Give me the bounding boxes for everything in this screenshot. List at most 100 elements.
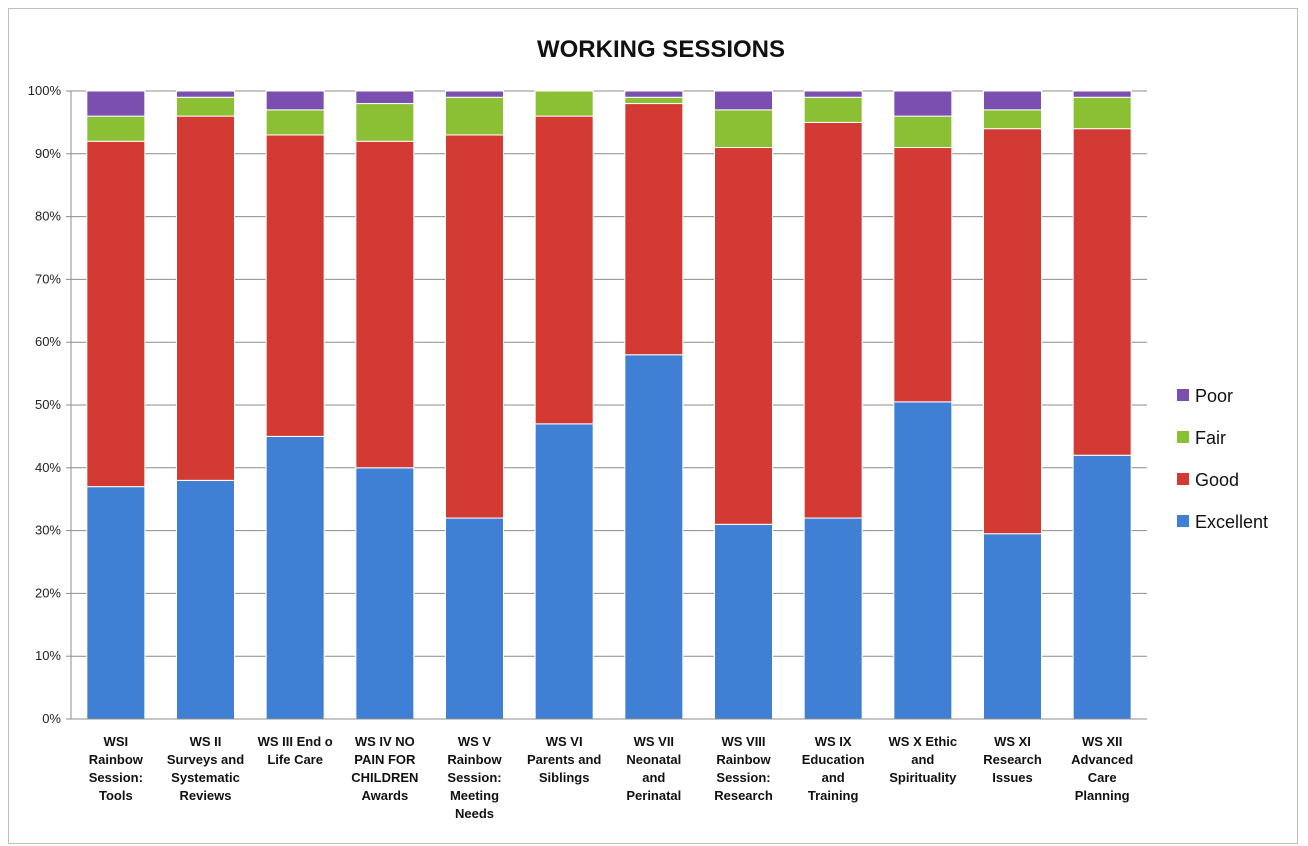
- bar-stack: [893, 90, 953, 720]
- legend-label: Excellent: [1195, 512, 1268, 532]
- bar-segment-excellent: [983, 533, 1042, 720]
- bar-segment-excellent: [624, 354, 684, 720]
- x-axis-categories: WSI Rainbow Session: Tools WS II Surveys and S…: [89, 734, 1134, 821]
- legend-item: Poor: [1177, 386, 1233, 406]
- x-category-label: WS IV NO PAIN FOR CHILDREN Awards: [351, 734, 418, 803]
- bar-segment-good: [624, 103, 684, 356]
- bar-segment-fair: [1072, 96, 1132, 130]
- bar-stack: [803, 90, 863, 720]
- bar-segment-poor: [983, 90, 1042, 111]
- bar-stack: [445, 90, 504, 720]
- axes: [70, 91, 1147, 720]
- bar-segment-good: [86, 140, 146, 488]
- legend-swatch: [1177, 473, 1189, 485]
- working-sessions-chart: WORKING SESSIONS 0% 10% 20% 30% 40% 50% 60% 70%…: [28, 36, 1268, 821]
- bar-segment-fair: [893, 115, 953, 149]
- legend-label: Good: [1195, 470, 1239, 490]
- bar-stack: [355, 90, 415, 720]
- bar-segment-poor: [803, 90, 863, 98]
- x-category-label: WS X Ethic and Spirituality: [889, 734, 958, 785]
- bar-stack: [983, 90, 1042, 720]
- x-category-label: WS IX Education and Training: [802, 734, 865, 803]
- legend-item: Excellent: [1177, 512, 1268, 532]
- bar-segment-fair: [355, 103, 415, 142]
- x-category-label: WS XII Advanced Care Planning: [1071, 734, 1133, 803]
- bar-stack: [624, 90, 684, 720]
- bar-segment-excellent: [176, 479, 235, 720]
- bar-segment-good: [176, 115, 235, 481]
- bar-segment-fair: [624, 96, 684, 105]
- y-tick-label: 60%: [35, 334, 61, 349]
- bar-stack: [1072, 90, 1132, 720]
- bar-segment-excellent: [803, 517, 863, 720]
- x-category-label: WSI Rainbow Session: Tools: [89, 734, 144, 803]
- bar-stack: [534, 90, 594, 720]
- x-category-label: WS V Rainbow Session: Meeting Needs: [447, 734, 502, 821]
- bar-segment-excellent: [1072, 454, 1132, 720]
- bar-segment-excellent: [893, 401, 953, 720]
- legend-swatch: [1177, 515, 1189, 527]
- bar-segment-fair: [803, 96, 863, 123]
- legend-label: Fair: [1195, 428, 1226, 448]
- bar-segment-good: [983, 128, 1042, 535]
- bar-segment-excellent: [265, 435, 325, 720]
- y-tick-label: 80%: [35, 209, 61, 224]
- x-category-label: WS III End o Life Care: [258, 734, 333, 767]
- bars: [86, 90, 1132, 720]
- x-category-label: WS XI Research Issues: [983, 734, 1042, 785]
- bar-segment-excellent: [534, 423, 594, 720]
- bar-segment-poor: [714, 90, 773, 111]
- bar-segment-poor: [176, 90, 235, 98]
- chart-title: WORKING SESSIONS: [537, 36, 785, 63]
- grid: [71, 90, 1147, 720]
- bar-segment-fair: [265, 109, 325, 136]
- y-tick-label: 30%: [35, 523, 61, 538]
- bar-segment-poor: [355, 90, 415, 105]
- bar-segment-excellent: [445, 517, 504, 720]
- bar-segment-poor: [893, 90, 953, 117]
- y-tick-label: 40%: [35, 460, 61, 475]
- bar-stack: [714, 90, 773, 720]
- bar-segment-poor: [624, 90, 684, 98]
- bar-stack: [265, 90, 325, 720]
- y-tick-label: 90%: [35, 146, 61, 161]
- legend-item: Fair: [1177, 428, 1226, 448]
- y-axis-ticks: 0% 10% 20% 30% 40% 50% 60% 70% 80% 90% 100%: [28, 83, 71, 726]
- bar-segment-poor: [265, 90, 325, 111]
- bar-segment-good: [534, 115, 594, 425]
- y-tick-label: 70%: [35, 271, 61, 286]
- y-tick-label: 20%: [35, 585, 61, 600]
- y-tick-label: 100%: [28, 83, 62, 98]
- bar-segment-poor: [445, 90, 504, 98]
- bar-segment-good: [355, 140, 415, 469]
- y-tick-label: 50%: [35, 397, 61, 412]
- bar-segment-poor: [86, 90, 146, 117]
- bar-segment-excellent: [86, 486, 146, 720]
- chart-frame: WORKING SESSIONS 0% 10% 20% 30% 40% 50% 60% 70%…: [8, 8, 1298, 844]
- x-category-label: WS VI Parents and Siblings: [527, 734, 601, 785]
- bar-stack: [86, 90, 146, 720]
- legend-swatch: [1177, 389, 1189, 401]
- bar-segment-good: [714, 147, 773, 525]
- bar-segment-fair: [86, 115, 146, 142]
- bar-stack: [176, 90, 235, 720]
- bar-segment-good: [893, 147, 953, 403]
- bar-segment-poor: [1072, 90, 1132, 98]
- bar-segment-good: [445, 134, 504, 519]
- legend-label: Poor: [1195, 386, 1233, 406]
- x-category-label: WS VII Neonatal and Perinatal: [626, 734, 681, 803]
- bar-segment-fair: [534, 90, 594, 117]
- bar-segment-excellent: [714, 523, 773, 720]
- bar-segment-fair: [445, 96, 504, 136]
- bar-segment-good: [803, 121, 863, 519]
- x-category-label: WS II Surveys and Systematic Reviews: [167, 734, 244, 803]
- y-tick-label: 10%: [35, 648, 61, 663]
- legend-swatch: [1177, 431, 1189, 443]
- bar-segment-fair: [983, 109, 1042, 130]
- legend: Poor Fair Good Excellent: [1177, 386, 1268, 532]
- bar-segment-fair: [176, 96, 235, 117]
- bar-segment-excellent: [355, 467, 415, 720]
- x-category-label: WS VIII Rainbow Session: Research: [714, 734, 773, 803]
- bar-segment-good: [265, 134, 325, 437]
- bar-segment-good: [1072, 128, 1132, 456]
